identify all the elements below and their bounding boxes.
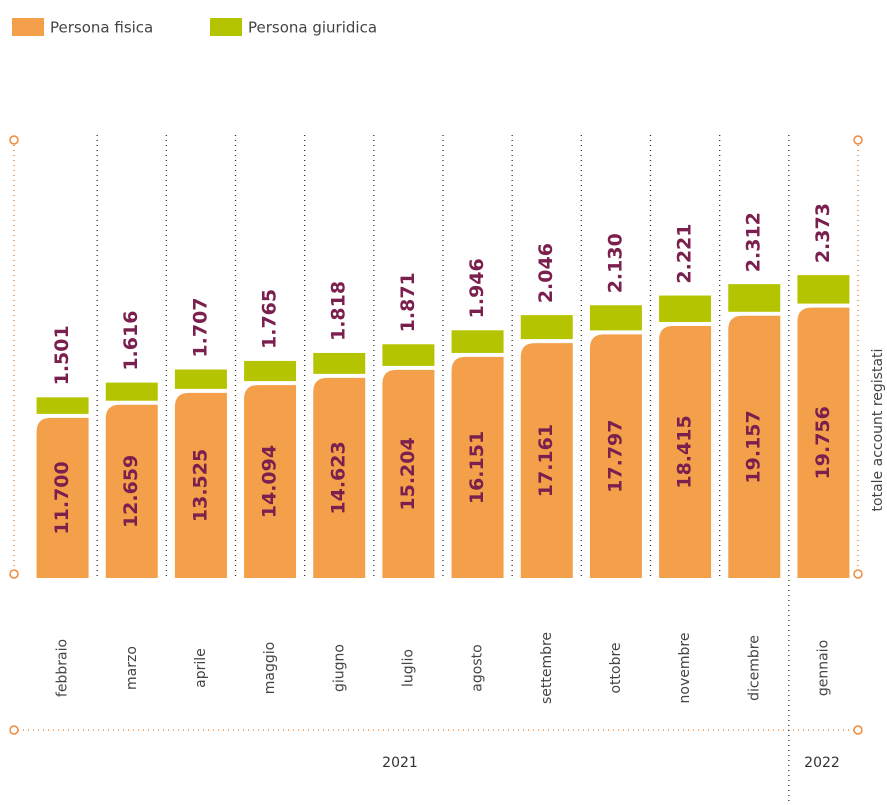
- value-label: 12.659: [120, 455, 142, 528]
- value-label: 1.707: [189, 297, 211, 357]
- bar: [36, 397, 89, 414]
- bar: [244, 385, 297, 578]
- value-label: 1.871: [397, 272, 419, 332]
- value-label: 17.161: [535, 424, 557, 497]
- value-label: 17.797: [604, 420, 626, 493]
- bar: [313, 352, 366, 374]
- bar: [313, 377, 366, 578]
- x-tick-label: aprile: [193, 648, 209, 688]
- value-label: 19.157: [743, 410, 765, 483]
- x-tick-label: febbraio: [55, 639, 71, 697]
- x-tick-label: gennaio: [815, 640, 831, 696]
- legend-swatch: [12, 18, 44, 36]
- legend-label: Persona giuridica: [248, 19, 377, 37]
- value-label: 1.946: [466, 258, 488, 318]
- value-label: 1.765: [259, 289, 281, 349]
- value-label: 13.525: [189, 449, 211, 522]
- value-label: 18.415: [674, 415, 696, 488]
- bar: [728, 315, 781, 578]
- x-tick-label: dicembre: [746, 635, 762, 701]
- bar: [174, 369, 227, 389]
- legend-label: Persona fisica: [50, 19, 153, 37]
- bar: [797, 307, 850, 578]
- value-label: 1.818: [328, 281, 350, 341]
- bar: [797, 275, 850, 304]
- year-label: 2021: [382, 755, 418, 771]
- bar: [105, 382, 158, 401]
- x-tick-label: marzo: [124, 646, 140, 690]
- bar: [174, 392, 227, 578]
- x-tick-label: agosto: [470, 644, 486, 691]
- value-label: 11.700: [51, 461, 73, 534]
- bar: [451, 330, 504, 353]
- x-tick-label: settembre: [539, 632, 555, 704]
- bar: [36, 417, 89, 578]
- legend-swatch: [210, 18, 242, 36]
- bar: [520, 315, 573, 340]
- axis-title: totale account registati: [870, 349, 886, 512]
- bar: [728, 284, 781, 312]
- bar: [589, 334, 642, 578]
- bar: [382, 344, 435, 366]
- value-label: 14.094: [259, 445, 281, 518]
- bar: [659, 325, 712, 578]
- bar: [589, 305, 642, 331]
- axis-decor: [9, 135, 863, 735]
- year-label: 2022: [804, 755, 840, 771]
- bar: [659, 295, 712, 322]
- value-label: 14.623: [328, 441, 350, 514]
- value-label: 2.373: [812, 203, 834, 263]
- x-tick-label: novembre: [677, 633, 693, 704]
- value-label: 2.130: [604, 233, 626, 293]
- bar: [520, 343, 573, 578]
- x-tick-label: ottobre: [608, 642, 624, 693]
- value-label: 2.221: [674, 223, 696, 283]
- value-label: 16.151: [466, 431, 488, 504]
- x-tick-label: giugno: [331, 644, 347, 692]
- value-label: 1.501: [51, 325, 73, 385]
- value-label: 1.616: [120, 311, 142, 371]
- value-label: 2.312: [743, 212, 765, 272]
- bar: [105, 404, 158, 578]
- value-label: 19.756: [812, 406, 834, 479]
- x-tick-label: luglio: [400, 649, 416, 687]
- value-label: 2.046: [535, 243, 557, 303]
- bar: [382, 369, 435, 578]
- value-label: 15.204: [397, 437, 419, 510]
- bar: [244, 360, 297, 382]
- bar: [451, 356, 504, 578]
- x-tick-label: maggio: [262, 642, 278, 694]
